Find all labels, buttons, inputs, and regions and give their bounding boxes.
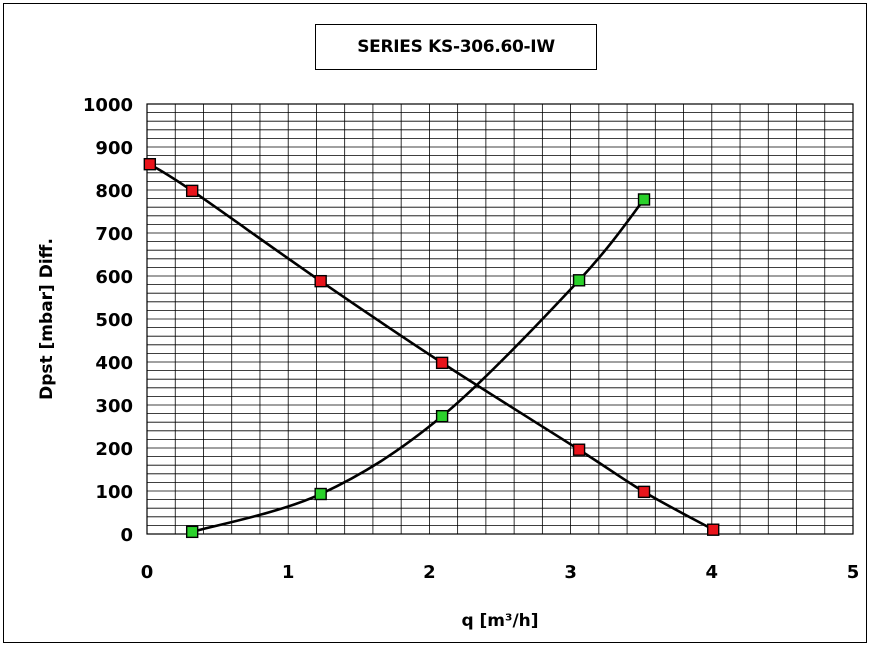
- x-tick-label: 2: [423, 562, 436, 583]
- y-tick-label: 400: [95, 353, 133, 374]
- series-2-point: [435, 409, 449, 423]
- chart-title: SERIES KS-306.60-IW: [315, 24, 597, 70]
- series-2-point: [572, 274, 586, 287]
- x-tick-label: 0: [141, 562, 154, 583]
- x-tick-label: 3: [564, 562, 577, 583]
- y-tick-label: 900: [95, 138, 133, 159]
- series-2-point: [314, 487, 327, 501]
- series-2-point: [185, 525, 199, 539]
- x-tick-label: 4: [706, 562, 719, 583]
- x-axis-label: q [m³/h]: [461, 611, 538, 631]
- series-1-point: [707, 523, 720, 536]
- series-1-point: [637, 485, 651, 499]
- series-layer: [143, 157, 720, 539]
- series-1-point: [314, 274, 327, 288]
- series-1-point: [572, 443, 586, 456]
- y-tick-label: 300: [95, 396, 133, 417]
- y-tick-label: 200: [95, 439, 133, 460]
- x-tick-label: 5: [847, 562, 860, 583]
- series-1-point: [185, 184, 199, 198]
- grid-lines: [146, 103, 854, 535]
- y-tick-label: 500: [95, 310, 133, 331]
- plot-area: [146, 103, 854, 535]
- y-tick-label: 600: [95, 267, 133, 288]
- x-tick-label: 1: [282, 562, 295, 583]
- y-tick-label: 0: [120, 525, 133, 546]
- y-tick-label: 800: [95, 181, 133, 202]
- y-tick-label: 1000: [83, 95, 133, 116]
- series-2-point: [637, 193, 651, 206]
- y-tick-label: 700: [95, 224, 133, 245]
- series-1-point: [143, 157, 157, 171]
- series-1-point: [435, 356, 449, 370]
- y-axis-label: Dpst [mbar] Diff.: [37, 238, 57, 400]
- y-tick-label: 100: [95, 482, 133, 503]
- tick-labels: 0 1 2 3 4 5 0 100 200 300 400 500 600 700 800 900 1000: [83, 95, 859, 583]
